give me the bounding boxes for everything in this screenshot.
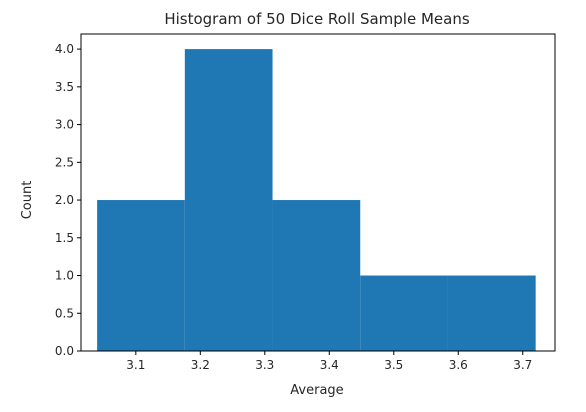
x-tick-label: 3.6 (449, 358, 468, 372)
x-tick-label: 3.7 (513, 358, 532, 372)
x-tick-label: 3.5 (384, 358, 403, 372)
y-tick-label: 0.5 (55, 306, 74, 320)
y-tick-label: 3.0 (55, 118, 74, 132)
y-tick-label: 1.5 (55, 231, 74, 245)
y-tick-label: 3.5 (55, 80, 74, 94)
plot-frame (80, 33, 556, 352)
x-tick-label: 3.3 (255, 358, 274, 372)
x-tick-label: 3.2 (191, 358, 210, 372)
histogram-bar-2 (184, 49, 273, 351)
x-tick-label: 3.4 (320, 358, 339, 372)
x-axis-label: Average (290, 383, 343, 398)
y-axis: 0.0 0.5 1.0 1.5 2.0 2.5 3.0 3.5 4.0 (55, 42, 81, 358)
chart-title: Histogram of 50 Dice Roll Sample Means (164, 10, 470, 28)
y-tick-label: 2.5 (55, 155, 74, 169)
histogram-bar-1 (97, 200, 185, 351)
x-axis: 3.1 3.2 3.3 3.4 3.5 3.6 3.7 (126, 351, 532, 372)
histogram-bar-4 (360, 275, 448, 351)
y-tick-label: 0.0 (55, 344, 74, 358)
histogram-bar-5 (447, 275, 536, 351)
y-tick-label: 1.0 (55, 269, 74, 283)
x-tick-label: 3.1 (126, 358, 145, 372)
bars-group (97, 49, 536, 351)
y-tick-label: 4.0 (55, 42, 74, 56)
y-tick-label: 2.0 (55, 193, 74, 207)
y-axis-label: Count (20, 181, 35, 220)
histogram-bar-3 (272, 200, 361, 351)
